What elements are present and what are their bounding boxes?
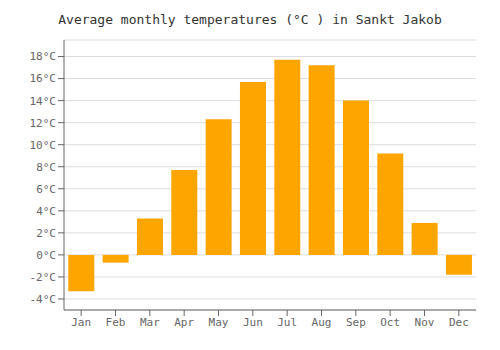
svg-text:6°C: 6°C (36, 183, 56, 196)
html-text:Average monthly temperatures (: Average monthly temperatures (°C ) in Sa… (58, 12, 442, 27)
svg-text:Dec: Dec (449, 316, 469, 329)
svg-text:2°C: 2°C (36, 227, 56, 240)
svg-text:0°C: 0°C (36, 249, 56, 262)
svg-text:Jun: Jun (243, 316, 263, 329)
svg-text:Jan: Jan (71, 316, 91, 329)
svg-text:4°C: 4°C (36, 205, 56, 218)
svg-text:Nov: Nov (415, 316, 435, 329)
svg-text:12°C: 12°C (30, 117, 57, 130)
svg-text:Sep: Sep (346, 316, 366, 329)
svg-text:16°C: 16°C (30, 72, 57, 85)
svg-text:Apr: Apr (174, 316, 194, 329)
svg-text:-4°C: -4°C (30, 293, 57, 306)
svg-text:Jul: Jul (277, 316, 297, 329)
svg-text:8°C: 8°C (36, 161, 56, 174)
svg-text:-2°C: -2°C (30, 271, 57, 284)
svg-text:18°C: 18°C (30, 50, 57, 63)
svg-text:10°C: 10°C (30, 139, 57, 152)
svg-text:May: May (209, 316, 229, 329)
svg-text:Mar: Mar (140, 316, 160, 329)
svg-text:14°C: 14°C (30, 95, 57, 108)
svg-text:Feb: Feb (106, 316, 126, 329)
svg-text:Aug: Aug (312, 316, 332, 329)
svg-text:Oct: Oct (380, 316, 400, 329)
